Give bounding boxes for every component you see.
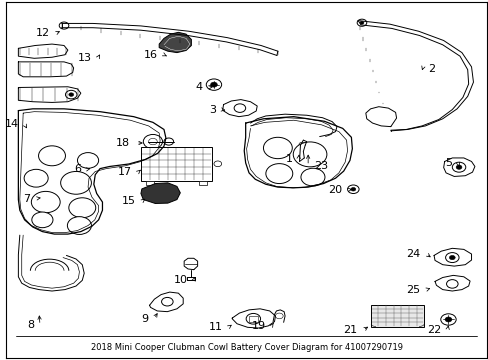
- Circle shape: [263, 137, 292, 159]
- Circle shape: [148, 138, 157, 145]
- Text: 3: 3: [208, 104, 215, 114]
- Text: 14: 14: [5, 120, 19, 130]
- Circle shape: [446, 280, 457, 288]
- Text: 2: 2: [427, 64, 434, 74]
- Circle shape: [67, 217, 91, 234]
- Polygon shape: [370, 305, 424, 327]
- Text: 16: 16: [144, 50, 158, 60]
- Text: 19: 19: [251, 321, 265, 331]
- Text: 8: 8: [27, 320, 34, 330]
- Text: 18: 18: [116, 138, 130, 148]
- Bar: [141, 147, 212, 181]
- Polygon shape: [141, 183, 180, 203]
- Circle shape: [300, 168, 325, 186]
- Text: 12: 12: [36, 28, 49, 39]
- Text: 20: 20: [327, 185, 341, 195]
- Circle shape: [275, 313, 283, 319]
- Text: 22: 22: [427, 325, 441, 335]
- Circle shape: [448, 256, 454, 260]
- Text: 5: 5: [445, 158, 451, 168]
- Circle shape: [24, 169, 48, 187]
- Text: 24: 24: [406, 249, 420, 259]
- Circle shape: [214, 161, 221, 167]
- Circle shape: [234, 104, 245, 112]
- Circle shape: [32, 212, 53, 228]
- Circle shape: [69, 198, 96, 218]
- Circle shape: [77, 153, 99, 168]
- Circle shape: [143, 134, 162, 149]
- Circle shape: [356, 19, 366, 26]
- Circle shape: [359, 21, 363, 24]
- Polygon shape: [159, 32, 191, 53]
- Circle shape: [69, 93, 74, 96]
- Text: 2018 Mini Cooper Clubman Cowl Battery Cover Diagram for 41007290719: 2018 Mini Cooper Clubman Cowl Battery Co…: [90, 343, 402, 352]
- Text: 7: 7: [23, 194, 30, 203]
- Text: 21: 21: [343, 325, 356, 335]
- Circle shape: [293, 142, 326, 167]
- Circle shape: [206, 79, 221, 90]
- Bar: [248, 316, 257, 321]
- Circle shape: [455, 165, 461, 169]
- Circle shape: [451, 162, 465, 172]
- Bar: [145, 181, 154, 185]
- Text: 11: 11: [208, 322, 222, 332]
- Circle shape: [31, 192, 60, 213]
- Text: 13: 13: [78, 53, 92, 63]
- Circle shape: [161, 297, 173, 306]
- Text: 25: 25: [406, 285, 420, 294]
- Circle shape: [210, 82, 217, 87]
- Text: 6: 6: [74, 164, 81, 174]
- Circle shape: [265, 164, 292, 184]
- Text: 23: 23: [313, 161, 327, 171]
- Circle shape: [65, 90, 77, 99]
- Circle shape: [61, 171, 91, 194]
- Text: 1: 1: [285, 154, 292, 165]
- Circle shape: [444, 317, 451, 322]
- Text: 17: 17: [118, 167, 132, 177]
- Circle shape: [245, 314, 260, 324]
- Text: 9: 9: [141, 314, 148, 324]
- Circle shape: [445, 253, 458, 262]
- Circle shape: [59, 22, 69, 29]
- Circle shape: [163, 138, 173, 145]
- Text: 10: 10: [174, 275, 187, 285]
- Circle shape: [347, 185, 358, 194]
- Circle shape: [440, 314, 455, 325]
- Circle shape: [298, 142, 304, 147]
- Text: 4: 4: [195, 82, 202, 93]
- Bar: [198, 181, 207, 185]
- Circle shape: [350, 188, 355, 191]
- Circle shape: [39, 146, 65, 166]
- Text: 15: 15: [122, 196, 136, 206]
